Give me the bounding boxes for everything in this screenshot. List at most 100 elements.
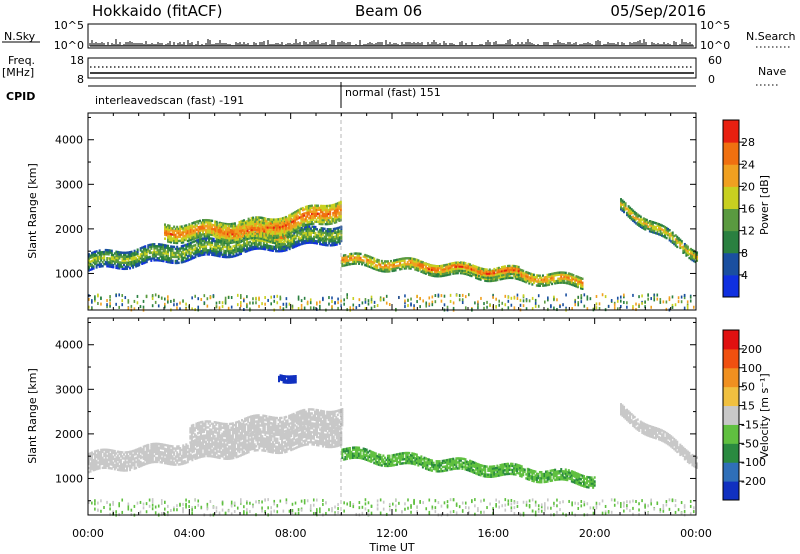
power-clutter	[525, 299, 528, 303]
power-cell	[275, 238, 278, 241]
power-cell	[370, 256, 373, 259]
power-cell	[313, 206, 316, 209]
power-cell	[246, 243, 249, 247]
power-cell	[285, 231, 288, 235]
power-cell	[403, 265, 406, 268]
power-cell	[497, 272, 500, 276]
power-clutter	[142, 299, 145, 303]
power-cell	[142, 249, 145, 253]
power-cell	[326, 216, 329, 220]
power-cell	[294, 218, 297, 222]
power-cell	[484, 270, 487, 273]
power-cell	[290, 243, 293, 246]
power-cell	[312, 218, 315, 221]
power-cell	[554, 282, 557, 285]
power-cell	[188, 246, 191, 249]
power-cell	[651, 221, 654, 224]
power-cell	[191, 241, 194, 244]
power-cell	[418, 262, 421, 265]
power-cell	[304, 211, 307, 215]
power-clutter	[200, 298, 203, 302]
velocity-cell	[89, 452, 92, 455]
velocity-cell	[97, 465, 100, 468]
power-cell	[194, 231, 197, 234]
power-cell	[247, 249, 250, 252]
power-cell	[205, 247, 208, 250]
velocity-cell	[118, 466, 121, 470]
power-clutter	[179, 301, 181, 305]
power-cell	[191, 222, 194, 225]
power-cell	[561, 281, 564, 284]
power-clutter	[507, 299, 510, 303]
power-cell	[282, 231, 285, 234]
power-cell	[639, 221, 642, 224]
power-cell	[240, 229, 243, 232]
power-cell	[280, 236, 283, 240]
power-cell	[294, 237, 297, 240]
power-cell	[186, 229, 189, 233]
power-cell	[107, 249, 110, 252]
power-cell	[132, 260, 135, 263]
power-cell	[98, 251, 101, 254]
power-cell	[447, 269, 450, 272]
power-cell	[458, 261, 461, 265]
power-cell	[266, 232, 269, 235]
power-cell	[122, 261, 125, 265]
power-cell	[186, 225, 189, 229]
power-ytick-label: 3000	[55, 178, 83, 191]
power-cell	[280, 221, 283, 224]
power-cell	[259, 245, 262, 248]
power-cell	[371, 262, 374, 266]
power-cbar-tick-label: 28	[741, 136, 755, 149]
power-cell	[484, 268, 487, 271]
power-cell	[300, 215, 303, 219]
power-cell	[427, 271, 430, 275]
power-cell	[467, 264, 470, 268]
power-cell	[233, 246, 236, 250]
power-cell	[267, 248, 270, 251]
power-clutter	[544, 300, 546, 304]
power-cell	[408, 263, 411, 266]
power-cell	[432, 268, 435, 272]
power-cell	[171, 233, 174, 236]
power-cell	[223, 251, 226, 255]
power-cell	[145, 252, 148, 256]
power-cell	[141, 260, 144, 263]
power-cell	[197, 230, 200, 233]
power-cell	[692, 259, 695, 263]
power-cell	[421, 269, 424, 272]
power-cell	[249, 236, 252, 240]
power-clutter	[458, 298, 461, 302]
power-cell	[192, 248, 195, 251]
power-cell	[174, 247, 177, 251]
power-clutter	[270, 295, 272, 299]
power-clutter	[513, 296, 516, 300]
power-cell	[216, 221, 219, 225]
power-cell	[322, 233, 325, 236]
power-cell	[95, 260, 98, 263]
power-cell	[197, 242, 200, 246]
velocity-cell	[97, 461, 100, 464]
power-cell	[226, 228, 229, 232]
power-ytick-label: 2000	[55, 223, 83, 236]
power-cell	[147, 246, 150, 249]
power-cell	[234, 226, 237, 230]
power-cell	[450, 262, 453, 265]
power-cell	[302, 232, 305, 235]
power-cell	[164, 256, 167, 259]
power-cell	[168, 232, 171, 236]
power-cell	[358, 256, 361, 259]
power-cell	[238, 227, 242, 231]
power-cell	[89, 262, 92, 265]
power-cell	[168, 240, 171, 244]
power-clutter	[352, 303, 355, 307]
power-cell	[238, 223, 242, 227]
power-cell	[129, 261, 132, 264]
power-cell	[219, 239, 222, 242]
power-cell	[315, 220, 318, 223]
velocity-cell	[101, 462, 104, 466]
power-cell	[186, 235, 189, 239]
power-cell	[664, 231, 667, 235]
power-cell	[334, 239, 337, 243]
power-cell	[263, 228, 266, 231]
